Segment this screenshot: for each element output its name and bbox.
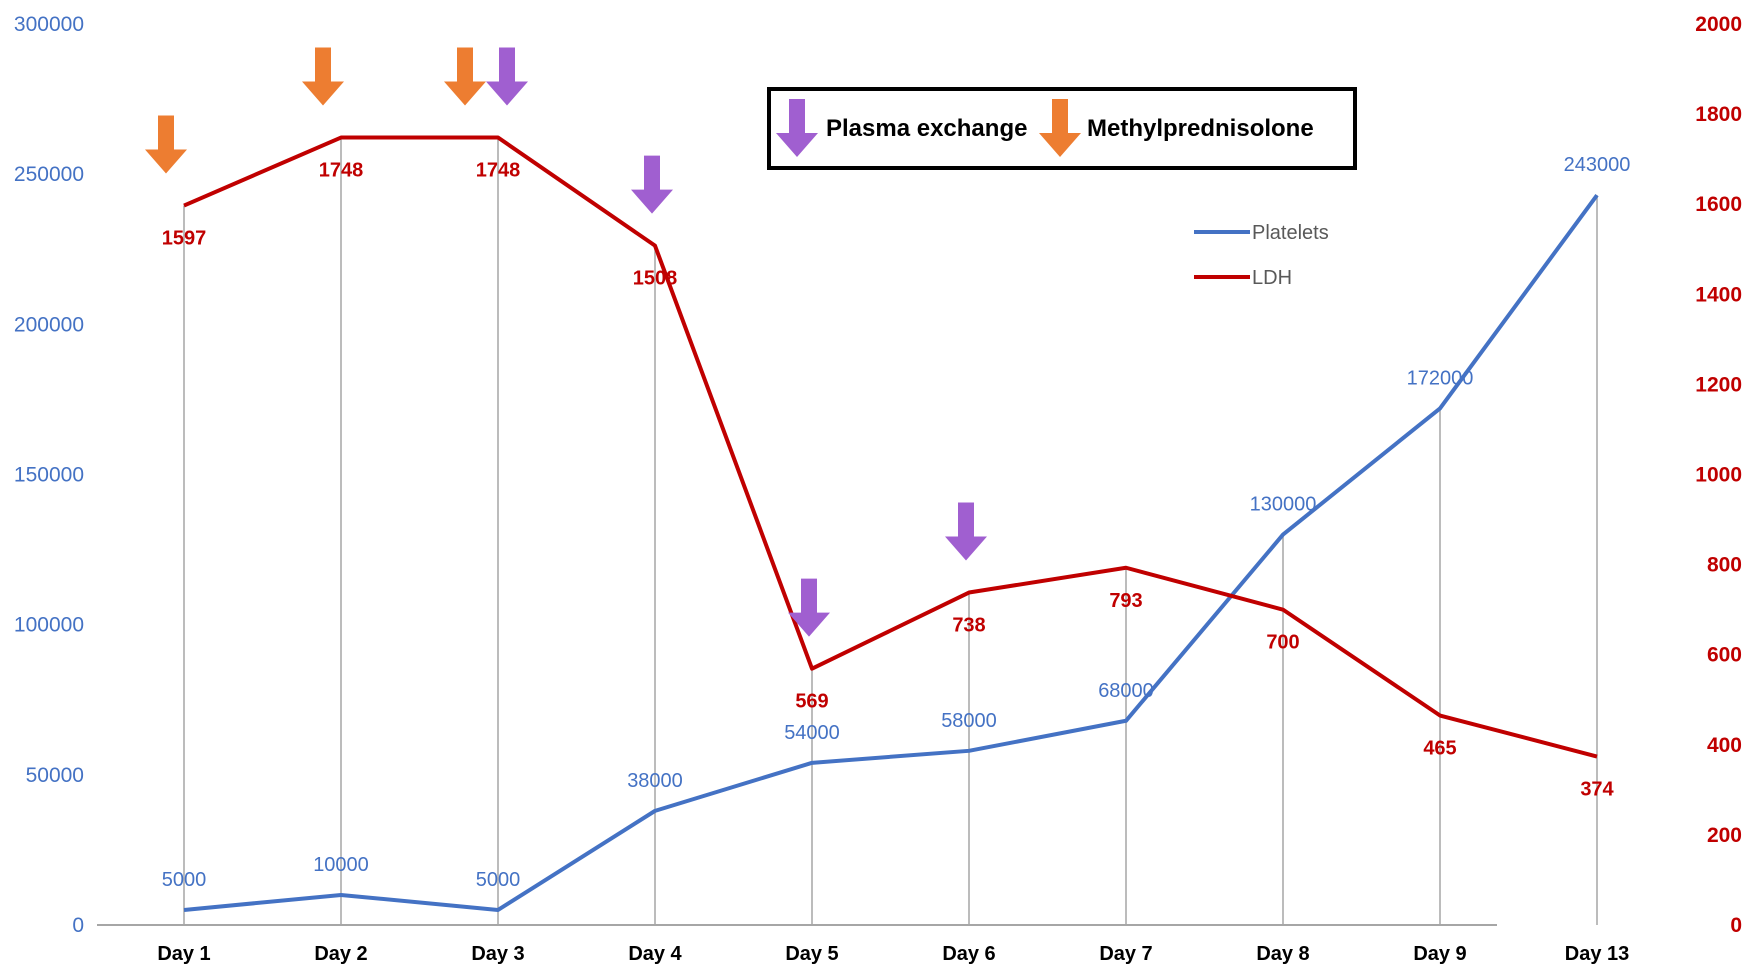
- platelets-line: [183, 194, 1599, 912]
- ldh-data-label: 465: [1423, 738, 1456, 760]
- ldh-data-label: 700: [1266, 632, 1299, 654]
- vertical-gridlines: [183, 137, 1598, 925]
- plasma-exchange-arrow-icon: [486, 47, 528, 106]
- platelets-data-label: 54000: [784, 722, 840, 744]
- series-lines: [183, 135, 1599, 912]
- y-right-tick-label: 400: [1707, 734, 1742, 757]
- treatment-arrows: [145, 47, 987, 637]
- ldh-data-label: 793: [1109, 590, 1142, 612]
- methylprednisolone-arrow-icon: [302, 47, 344, 106]
- y-right-tick-label: 0: [1730, 914, 1742, 937]
- ldh-data-label: 374: [1580, 779, 1614, 801]
- ldh-line: [183, 135, 1598, 759]
- platelets-data-label: 172000: [1407, 367, 1474, 389]
- platelets-data-label: 58000: [941, 710, 997, 732]
- methylprednisolone-arrow-icon: [444, 47, 486, 106]
- plasma-exchange-arrow-icon: [945, 502, 987, 561]
- legend-label: Platelets: [1252, 222, 1329, 244]
- platelets-data-label: 10000: [313, 854, 369, 876]
- treatment-legend-box: Plasma exchange Methylprednisolone: [767, 87, 1357, 170]
- data-labels: 5000 10000 5000 38000 54000 58000 68000 130000 1…: [162, 154, 1631, 891]
- x-tick-label: Day 2: [314, 943, 367, 965]
- y-left-tick-label: 50000: [26, 764, 84, 787]
- platelets-data-label: 243000: [1564, 154, 1631, 176]
- ldh-data-label: 738: [952, 615, 985, 637]
- series-legend: Platelets LDH: [1194, 222, 1329, 289]
- treatment-legend-label: Plasma exchange: [826, 115, 1027, 142]
- platelets-data-label: 5000: [162, 869, 207, 891]
- ldh-data-label: 569: [795, 691, 828, 713]
- platelets-data-label: 130000: [1250, 494, 1317, 516]
- methylprednisolone-arrow-icon: [145, 115, 187, 174]
- y-right-tick-label: 800: [1707, 554, 1742, 577]
- y-right-tick-label: 600: [1707, 644, 1742, 667]
- x-tick-label: Day 7: [1099, 943, 1152, 965]
- x-tick-label: Day 6: [942, 943, 995, 965]
- y-right-tick-label: 200: [1707, 824, 1742, 847]
- ldh-data-label: 1748: [319, 160, 364, 182]
- purple-down-arrow-icon: [776, 99, 818, 157]
- x-tick-label: Day 8: [1256, 943, 1309, 965]
- x-tick-label: Day 1: [157, 943, 210, 965]
- y-left-tick-label: 100000: [14, 614, 84, 637]
- plasma-exchange-arrow-icon: [788, 578, 830, 637]
- y-left-tick-label: 0: [72, 914, 84, 937]
- y-right-tick-label: 1400: [1695, 283, 1742, 306]
- x-tick-label: Day 5: [785, 943, 838, 965]
- y-left-tick-label: 200000: [14, 313, 84, 336]
- axes: Day 1 Day 2 Day 3 Day 4 Day 5 Day 6 Day 7 Day 8…: [14, 13, 1742, 965]
- x-tick-label: Day 9: [1413, 943, 1466, 965]
- y-right-tick-label: 2000: [1695, 13, 1742, 36]
- y-right-tick-label: 1600: [1695, 193, 1742, 216]
- platelets-data-label: 68000: [1098, 680, 1154, 702]
- ldh-data-label: 1508: [633, 268, 678, 290]
- y-right-tick-label: 1800: [1695, 103, 1742, 126]
- ldh-data-label: 1597: [162, 228, 207, 250]
- y-right-tick-label: 1200: [1695, 373, 1742, 396]
- y-right-tick-label: 1000: [1695, 464, 1742, 487]
- treatment-legend-label: Methylprednisolone: [1087, 115, 1314, 142]
- ldh-data-label: 1748: [476, 160, 521, 182]
- y-left-tick-label: 150000: [14, 464, 84, 487]
- plasma-exchange-arrow-icon: [631, 155, 673, 214]
- platelets-data-label: 38000: [627, 770, 683, 792]
- orange-down-arrow-icon: [1039, 99, 1081, 157]
- platelets-data-label: 5000: [476, 869, 521, 891]
- y-left-tick-label: 250000: [14, 163, 84, 186]
- x-tick-label: Day 3: [471, 943, 524, 965]
- legend-label: LDH: [1252, 267, 1292, 289]
- y-left-tick-label: 300000: [14, 13, 84, 36]
- x-tick-label: Day 13: [1565, 943, 1630, 965]
- x-tick-label: Day 4: [628, 943, 682, 965]
